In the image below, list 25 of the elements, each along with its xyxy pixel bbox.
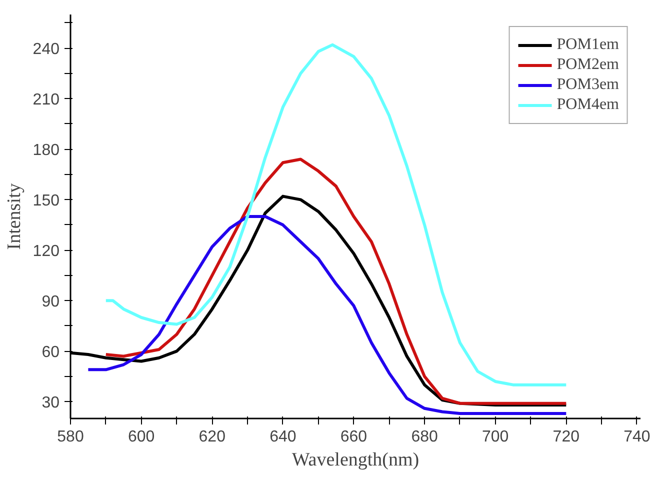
y-tick-label: 180 [32,142,60,160]
x-tick-label: 720 [552,428,580,446]
line-series [104,158,568,405]
y-tick-label: 90 [42,294,60,311]
x-tick-label: 620 [198,428,226,446]
y-axis-title: Intensity [4,182,25,250]
legend-label: POM2em [556,56,619,74]
legend-label: POM1em [556,36,619,54]
x-tick-label: 600 [128,428,155,446]
y-tick-label: 240 [32,41,60,58]
legend-label: POM3em [556,76,619,94]
legend-label: POM4em [556,96,619,114]
x-tick-label: 740 [624,428,650,446]
x-tick-label: 680 [411,428,438,446]
x-tick-label: 640 [270,428,296,446]
x-tick-label: 700 [482,428,509,446]
line-series [86,215,568,415]
x-axis-title: Wavelength(nm) [292,450,420,470]
x-tick-label: 580 [57,428,84,446]
y-tick-label: 210 [32,92,60,109]
y-tick-label: 150 [32,192,60,210]
y-tick-label: 120 [32,243,60,260]
y-tick-label: 60 [42,344,60,362]
y-tick-label: 30 [42,394,60,412]
x-tick-label: 660 [340,428,368,446]
